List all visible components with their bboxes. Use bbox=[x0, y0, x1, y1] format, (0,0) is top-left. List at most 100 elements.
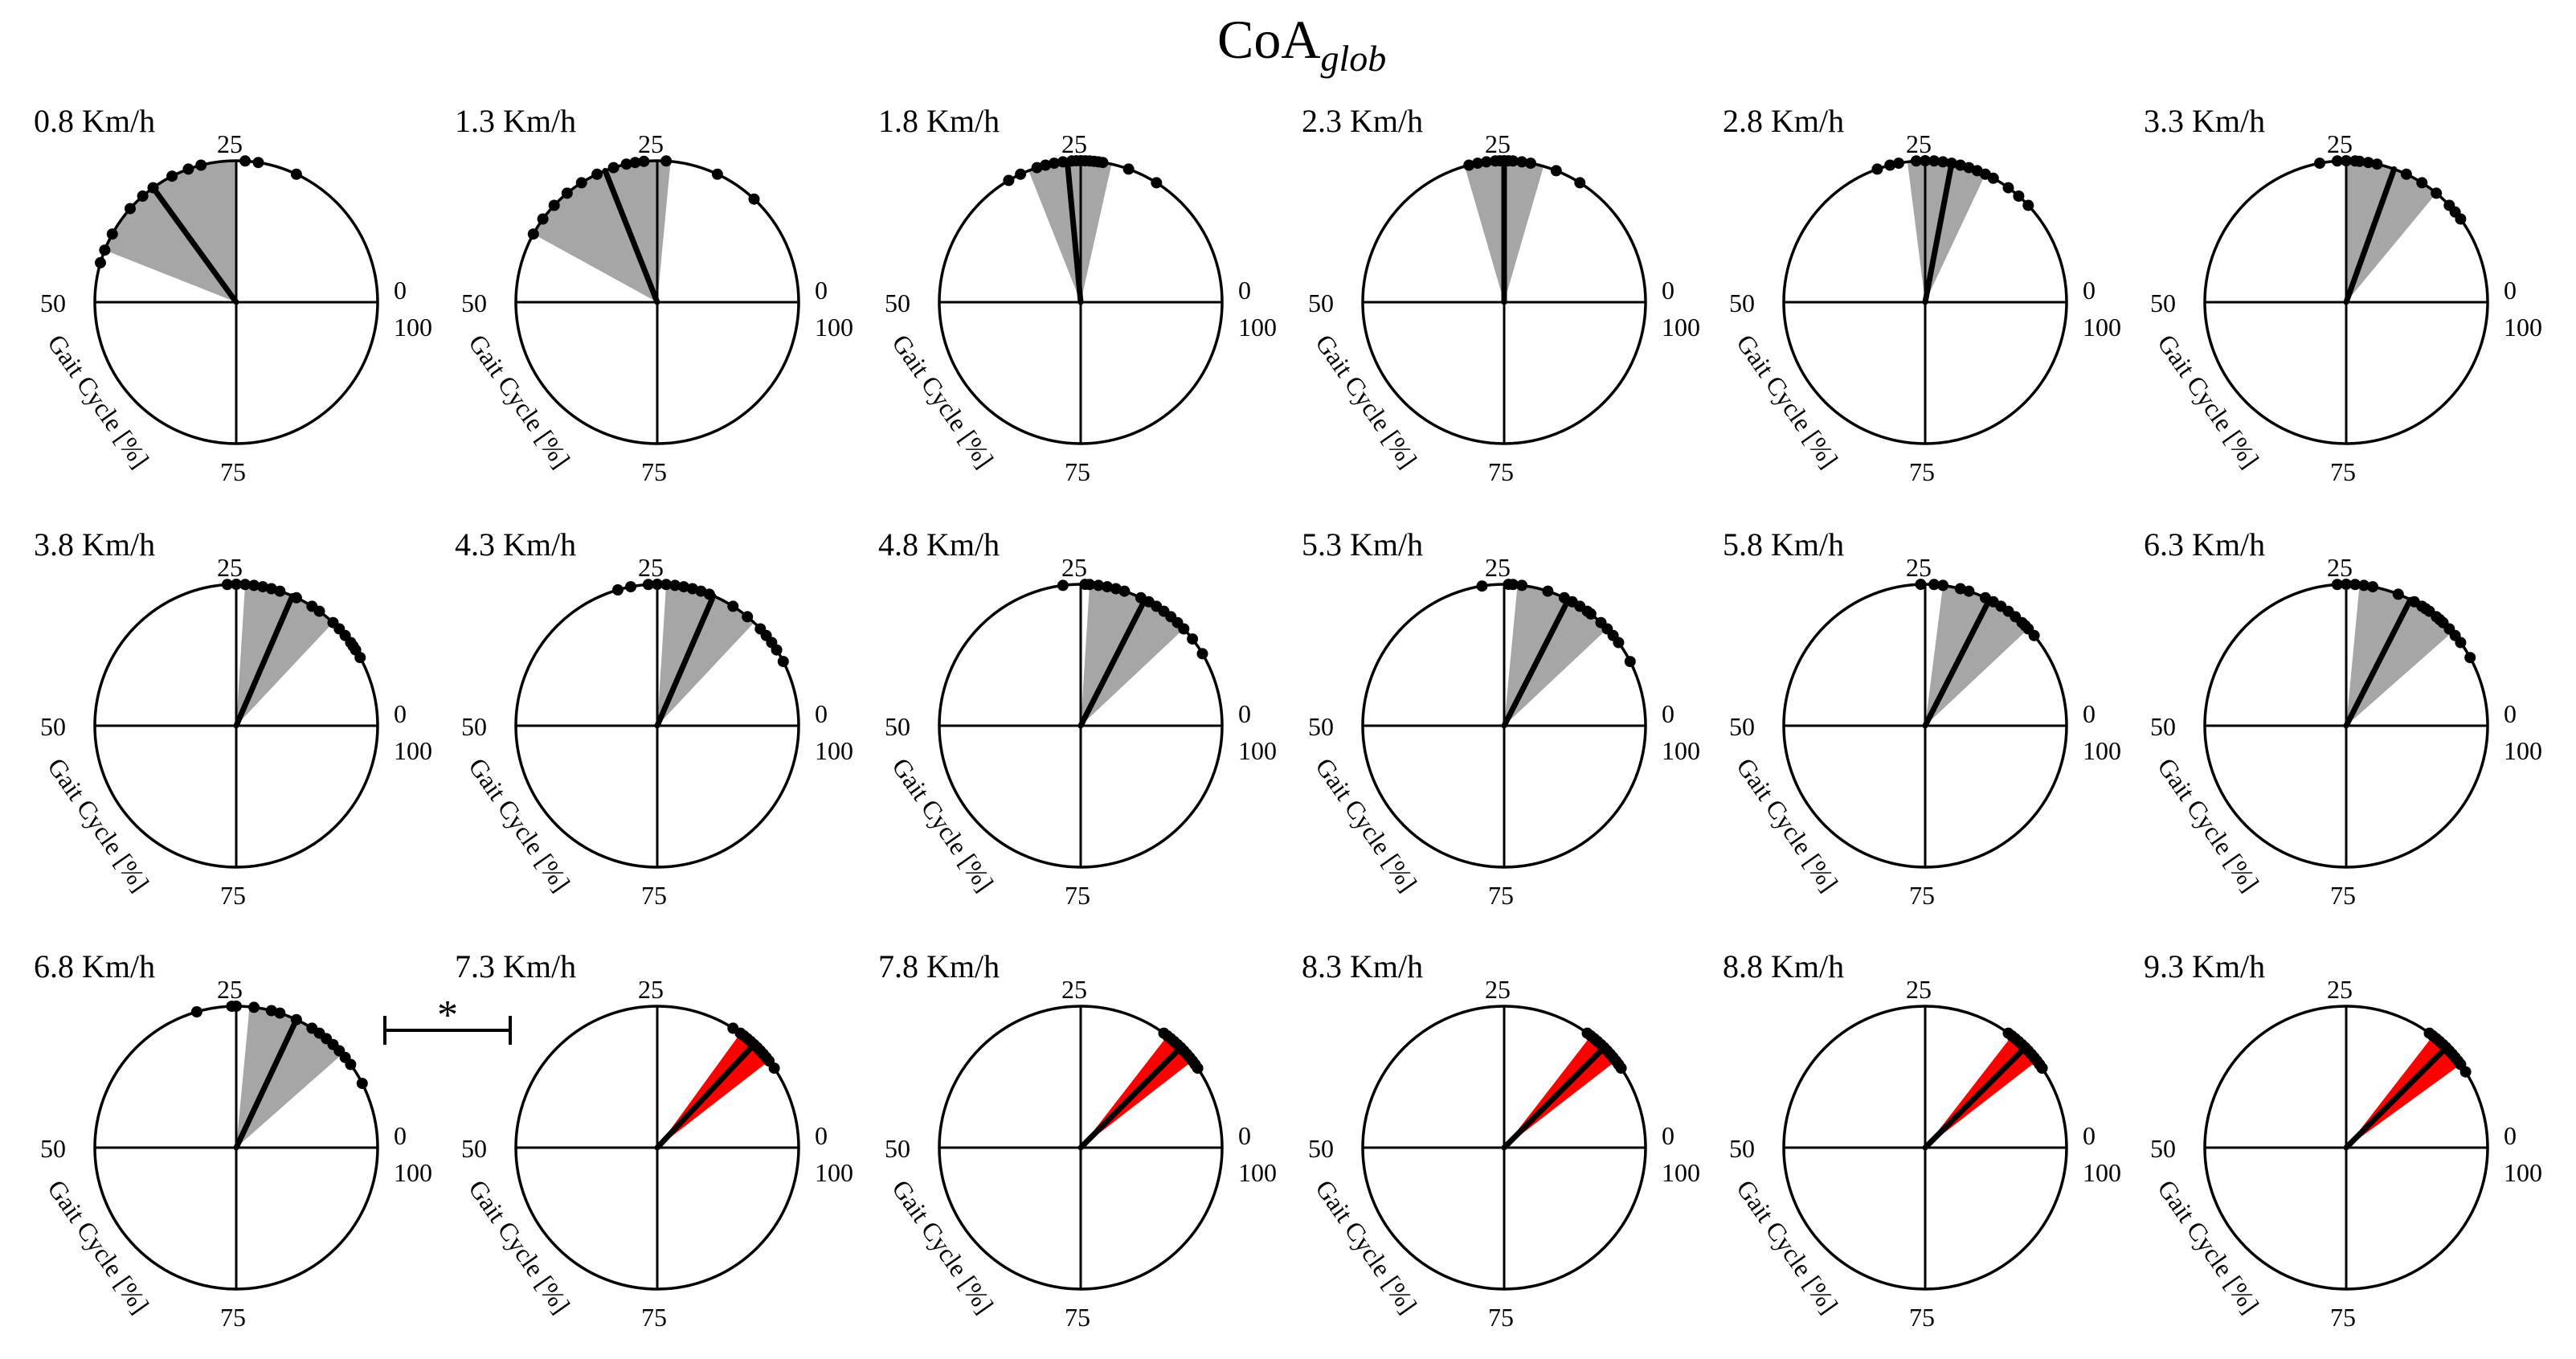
spread-sector bbox=[104, 161, 236, 302]
data-point bbox=[226, 1001, 238, 1013]
data-point bbox=[356, 1078, 368, 1090]
data-point bbox=[1558, 591, 1570, 604]
data-point bbox=[106, 228, 118, 240]
data-point bbox=[182, 163, 194, 175]
data-point bbox=[2002, 1027, 2014, 1039]
data-point bbox=[1110, 583, 1122, 595]
axis-label: Gait Cycle [%] bbox=[42, 752, 155, 896]
data-point bbox=[2362, 157, 2374, 169]
data-point bbox=[1979, 591, 1991, 604]
circular-panel: 7.3 Km/h 0 100 25 50 75 Gait Cycle [%] bbox=[455, 948, 853, 1332]
data-point bbox=[2423, 1027, 2435, 1039]
data-point bbox=[125, 203, 136, 215]
axis-label: Gait Cycle [%] bbox=[1310, 1174, 1423, 1318]
tick-label-25: 25 bbox=[217, 975, 243, 1004]
circular-panel: 3.3 Km/h 0 100 25 50 75 Gait Cycle [%] bbox=[2144, 103, 2542, 486]
data-point bbox=[1928, 579, 1940, 591]
data-point bbox=[290, 168, 302, 180]
circular-panel: 4.8 Km/h 0 100 25 50 75 Gait Cycle [%] bbox=[878, 526, 1277, 910]
tick-label-0: 0 bbox=[2083, 276, 2096, 305]
circular-panel: 3.8 Km/h 0 100 25 50 75 Gait Cycle [%] bbox=[34, 526, 432, 910]
tick-label-50: 50 bbox=[461, 289, 487, 317]
tick-label-75: 75 bbox=[641, 881, 667, 910]
data-point bbox=[1040, 159, 1052, 171]
tick-label-0: 0 bbox=[1662, 276, 1674, 305]
tick-label-75: 75 bbox=[1488, 1303, 1514, 1332]
circular-panel: 1.8 Km/h 0 100 25 50 75 Gait Cycle [%] bbox=[878, 103, 1277, 486]
axis-label: Gait Cycle [%] bbox=[2152, 1174, 2265, 1318]
tick-label-50: 50 bbox=[885, 289, 910, 317]
data-point bbox=[195, 159, 207, 171]
tick-label-0: 0 bbox=[1238, 276, 1251, 305]
tick-label-50: 50 bbox=[1729, 712, 1755, 741]
tick-label-75: 75 bbox=[2330, 881, 2356, 910]
data-point bbox=[2367, 581, 2378, 593]
data-point bbox=[2314, 158, 2325, 170]
tick-label-100: 100 bbox=[815, 1158, 853, 1187]
data-point bbox=[2392, 588, 2404, 600]
tick-label-75: 75 bbox=[220, 881, 246, 910]
data-point bbox=[1581, 1027, 1593, 1039]
data-point bbox=[727, 600, 739, 612]
tick-label-50: 50 bbox=[885, 1134, 910, 1163]
data-point bbox=[660, 155, 673, 167]
speed-label: 0.8 Km/h bbox=[34, 103, 155, 139]
data-point bbox=[306, 600, 318, 612]
data-point bbox=[2349, 155, 2361, 167]
data-point bbox=[629, 157, 641, 169]
data-point bbox=[2358, 579, 2370, 591]
data-point bbox=[327, 616, 339, 628]
tick-label-50: 50 bbox=[1308, 1134, 1334, 1163]
speed-label: 9.3 Km/h bbox=[2144, 948, 2265, 984]
mean-direction-line bbox=[2343, 166, 2398, 305]
tick-label-50: 50 bbox=[2150, 1134, 2176, 1163]
mean-direction-line bbox=[2343, 596, 2414, 729]
data-point bbox=[252, 157, 264, 169]
data-point bbox=[1135, 591, 1147, 604]
data-point bbox=[239, 155, 251, 167]
tick-label-100: 100 bbox=[2504, 313, 2542, 342]
data-point bbox=[306, 1022, 318, 1034]
data-point bbox=[137, 190, 149, 202]
tick-label-25: 25 bbox=[1485, 553, 1511, 582]
tick-label-25: 25 bbox=[638, 553, 664, 582]
axis-label: Gait Cycle [%] bbox=[2152, 329, 2265, 473]
tick-label-100: 100 bbox=[1238, 736, 1277, 765]
data-point bbox=[274, 1007, 286, 1019]
circular-panel: 5.3 Km/h 0 100 25 50 75 Gait Cycle [%] bbox=[1302, 526, 1700, 910]
tick-label-50: 50 bbox=[1308, 289, 1334, 317]
data-point bbox=[147, 182, 159, 194]
data-point bbox=[1574, 177, 1586, 189]
data-point bbox=[660, 579, 673, 591]
tick-label-25: 25 bbox=[1906, 129, 1932, 158]
tick-label-25: 25 bbox=[1906, 975, 1932, 1004]
tick-label-50: 50 bbox=[461, 1134, 487, 1163]
axis-label: Gait Cycle [%] bbox=[463, 329, 576, 473]
tick-label-75: 75 bbox=[220, 1303, 246, 1332]
tick-label-75: 75 bbox=[1488, 457, 1514, 486]
data-point bbox=[95, 256, 106, 268]
data-point bbox=[99, 244, 111, 256]
data-point bbox=[1915, 579, 1927, 591]
data-point bbox=[638, 155, 650, 167]
mean-direction-line bbox=[1922, 160, 1955, 305]
data-point bbox=[695, 585, 707, 597]
data-point bbox=[166, 170, 178, 182]
data-point bbox=[2400, 168, 2412, 180]
tick-label-50: 50 bbox=[461, 712, 487, 741]
tick-label-50: 50 bbox=[40, 1134, 66, 1163]
tick-label-100: 100 bbox=[2504, 1158, 2542, 1187]
data-point bbox=[265, 1005, 277, 1017]
data-point bbox=[642, 579, 654, 591]
mean-direction-line bbox=[1922, 596, 1993, 729]
speed-label: 4.3 Km/h bbox=[455, 526, 576, 563]
axis-label: Gait Cycle [%] bbox=[1310, 752, 1423, 896]
tick-label-0: 0 bbox=[815, 276, 828, 305]
circular-panel: 8.8 Km/h 0 100 25 50 75 Gait Cycle [%] bbox=[1723, 948, 2121, 1332]
data-point bbox=[1102, 581, 1113, 593]
tick-label-25: 25 bbox=[217, 553, 243, 582]
data-point bbox=[2002, 182, 2014, 194]
data-point bbox=[2331, 155, 2343, 167]
tick-label-100: 100 bbox=[815, 313, 853, 342]
data-point bbox=[1550, 165, 1562, 177]
